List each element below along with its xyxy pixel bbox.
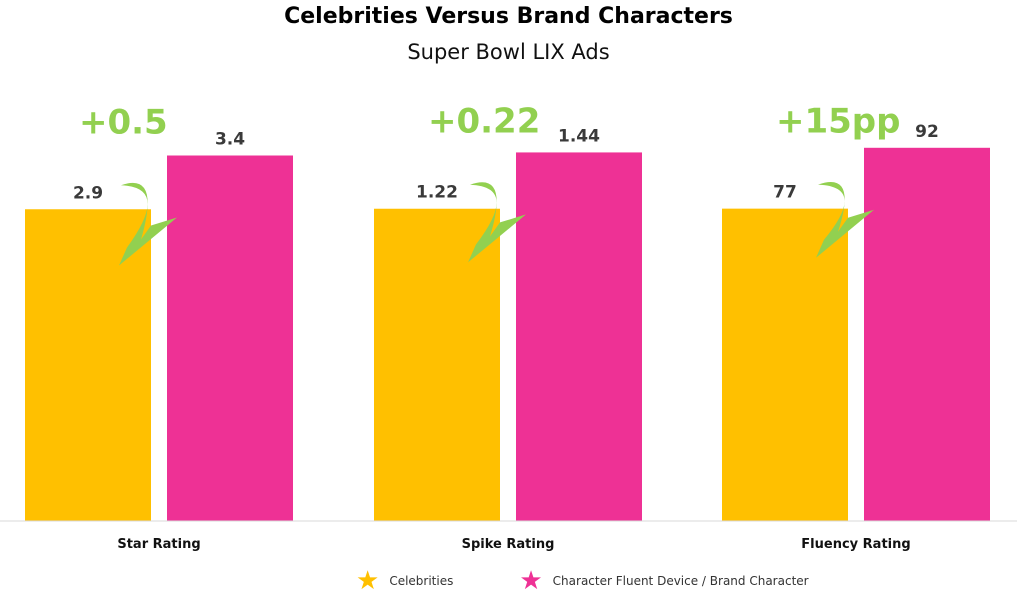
data-label: 1.44 [558, 126, 600, 146]
star-icon: ★ [519, 566, 543, 596]
increase-arrow-icon [119, 182, 177, 266]
legend-label-celebrities: Celebrities [389, 574, 454, 588]
legend-item-celebrities[interactable]: ★ Celebrities [356, 568, 453, 594]
increase-arrow-icon [468, 182, 526, 263]
chart-title: Celebrities Versus Brand Characters [284, 4, 733, 29]
data-label: 1.22 [416, 183, 458, 203]
category-label-fluency-rating: Fluency Rating [801, 537, 910, 552]
legend-label-brand-character: Character Fluent Device / Brand Characte… [552, 574, 809, 588]
bar-celebrities-spike-rating [374, 208, 500, 521]
category-label-star-rating: Star Rating [117, 537, 200, 552]
bar-celebrities-fluency-rating [722, 208, 848, 521]
difference-annotation: +0.22 [428, 102, 540, 142]
legend-item-brand-character[interactable]: ★ Character Fluent Device / Brand Charac… [519, 568, 808, 594]
bar-character-fluent-device-brand-character-fluency-rating [864, 147, 990, 521]
data-label: 77 [773, 183, 797, 203]
bar-character-fluent-device-brand-character-star-rating [167, 155, 293, 521]
data-label: 92 [915, 122, 939, 142]
category-label-spike-rating: Spike Rating [462, 537, 555, 552]
bar-celebrities-star-rating [25, 209, 151, 521]
star-icon: ★ [356, 566, 380, 596]
difference-annotation: +15pp [776, 102, 900, 142]
difference-annotation: +0.5 [79, 102, 168, 142]
increase-arrow-icon [816, 182, 874, 258]
bar-character-fluent-device-brand-character-spike-rating [516, 152, 642, 521]
data-label: 2.9 [73, 183, 103, 203]
chart-subtitle: Super Bowl LIX Ads [407, 40, 610, 64]
data-label: 3.4 [215, 130, 245, 150]
legend: ★ Celebrities ★ Character Fluent Device … [356, 568, 875, 594]
